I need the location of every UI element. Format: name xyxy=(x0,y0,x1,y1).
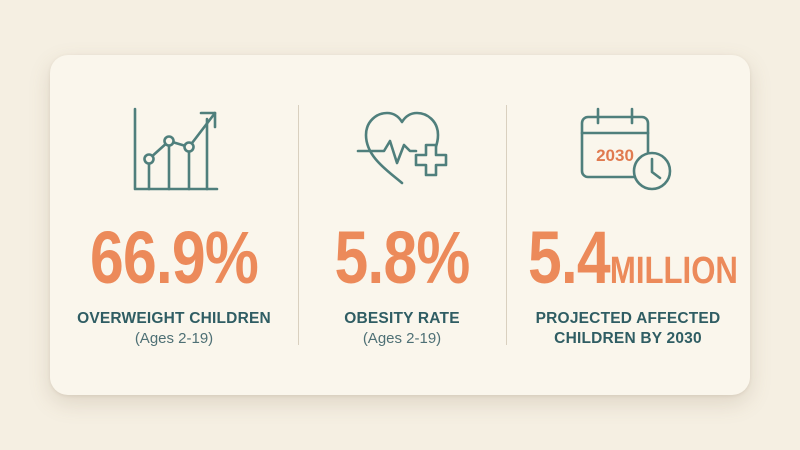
stat-value: 5.4MILLION xyxy=(527,216,738,311)
stat-unit: MILLION xyxy=(609,250,738,292)
stat-label-line2: CHILDREN BY 2030 xyxy=(554,330,702,347)
stat-number: 5.4 xyxy=(527,216,611,299)
stat-label-line1: PROJECTED AFFECTED xyxy=(535,310,721,327)
heart-medical-icon xyxy=(356,111,448,185)
stat-value: 5.8% xyxy=(334,216,470,299)
column-divider xyxy=(298,105,299,345)
stat-label: OBESITY RATE xyxy=(344,310,460,327)
column-divider xyxy=(506,105,507,345)
calendar-year: 2030 xyxy=(596,146,634,165)
calendar-clock-icon: 2030 xyxy=(580,107,672,191)
line-chart-icon xyxy=(133,107,219,191)
stat-sublabel: (Ages 2-19) xyxy=(362,330,442,347)
stat-overweight: 66.9% OVERWEIGHT CHILDREN (Ages 2-19) xyxy=(50,55,298,395)
stat-sublabel: (Ages 2-19) xyxy=(134,330,214,347)
stat-value: 66.9% xyxy=(90,216,259,299)
stat-label: OVERWEIGHT CHILDREN xyxy=(77,310,271,327)
stat-projected: 2030 5.4MILLION PROJECTED AFFECTED CHILD… xyxy=(506,55,750,395)
stat-obesity-rate: 5.8% OBESITY RATE (Ages 2-19) xyxy=(298,55,506,395)
stats-card: 66.9% OVERWEIGHT CHILDREN (Ages 2-19) 5.… xyxy=(50,55,750,395)
